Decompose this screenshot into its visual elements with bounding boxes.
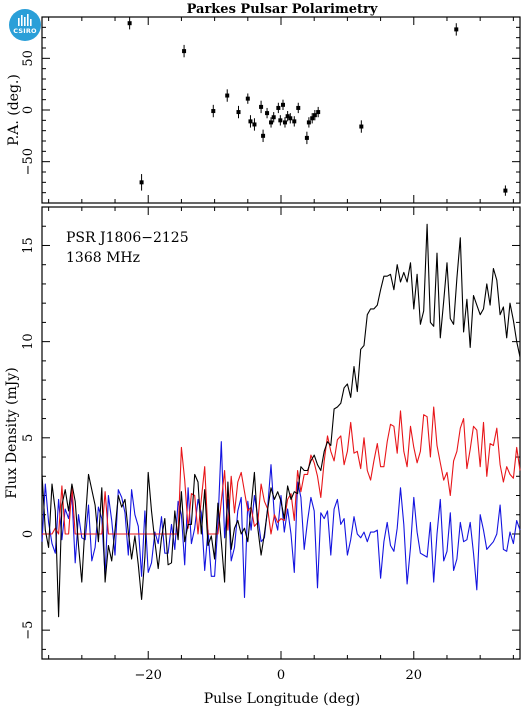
pa-point — [288, 113, 293, 124]
y-tick-label: 50 — [21, 50, 36, 67]
pa-marker — [259, 104, 264, 109]
flux-panel: −5 0 5 10 15 −20 0 20 PSR J1806−2125 1368 MHz F… — [4, 206, 521, 707]
pa-ylabel: P.A. (deg.) — [6, 74, 22, 146]
pa-marker — [269, 120, 274, 125]
pa-marker — [280, 102, 285, 107]
pa-point — [211, 104, 216, 118]
pa-marker — [278, 118, 283, 123]
chart-title: Parkes Pulsar Polarimetry — [187, 2, 378, 17]
flux-frame — [41, 206, 521, 660]
logo-text: CSIRO — [13, 27, 37, 35]
pa-point — [454, 23, 459, 36]
pa-point — [306, 117, 311, 128]
pa-marker — [285, 114, 290, 119]
pa-marker — [182, 49, 187, 54]
pa-point — [236, 105, 241, 119]
pa-marker — [304, 135, 309, 140]
y-tick-label: 15 — [21, 237, 36, 254]
y-tick-label: 0 — [21, 530, 36, 538]
circular-polarization-line — [41, 441, 521, 599]
frequency-annotation: 1368 MHz — [66, 250, 140, 266]
pa-point — [304, 131, 309, 145]
pa-point — [278, 115, 283, 126]
pa-marker — [310, 116, 315, 121]
pa-point — [503, 185, 508, 196]
total-intensity-line — [41, 223, 521, 618]
pa-marker — [127, 21, 132, 26]
pa-point — [316, 106, 321, 118]
pa-point — [245, 93, 250, 104]
pa-point — [252, 118, 257, 131]
pa-marker — [236, 110, 241, 115]
logo-bars-icon — [18, 14, 32, 26]
pa-point — [182, 44, 187, 58]
flux-xlabel: Pulse Longitude (deg) — [204, 691, 361, 707]
pa-point — [139, 174, 144, 191]
pa-point — [359, 120, 364, 133]
pa-marker — [316, 110, 321, 115]
pa-marker — [306, 120, 311, 125]
linear-polarization-line — [42, 406, 521, 535]
pa-marker — [454, 27, 459, 32]
x-tick-label: 20 — [406, 668, 423, 683]
pa-marker — [359, 124, 364, 129]
y-tick-label: 0 — [21, 106, 36, 114]
pa-marker — [271, 115, 276, 120]
pa-point — [276, 102, 281, 114]
pa-point — [312, 110, 317, 121]
pa-point — [127, 17, 132, 30]
pa-marker — [211, 109, 216, 114]
pa-ticks: −50 0 50 — [21, 16, 520, 204]
csiro-logo-icon: CSIRO — [9, 9, 41, 41]
y-tick-label: 10 — [21, 333, 36, 350]
flux-ylabel: Flux Density (mJy) — [4, 367, 20, 498]
pa-point — [282, 117, 287, 128]
pa-points — [127, 17, 508, 196]
pa-marker — [288, 116, 293, 121]
pa-marker — [292, 119, 297, 124]
pa-frame — [41, 16, 521, 204]
pa-point — [269, 117, 274, 128]
pa-point — [292, 116, 297, 127]
pa-point — [271, 112, 276, 123]
pa-point — [259, 100, 264, 114]
pa-marker — [248, 119, 253, 124]
y-tick-label: 5 — [21, 434, 36, 442]
pa-marker — [503, 188, 508, 193]
pa-marker — [296, 105, 301, 110]
pa-marker — [312, 113, 317, 118]
position-angle-panel: −50 0 50 P.A. (deg.) — [6, 16, 521, 204]
pa-marker — [225, 93, 230, 98]
pa-point — [261, 129, 266, 143]
pa-point — [225, 89, 230, 102]
pa-marker — [245, 96, 250, 101]
pa-point — [296, 102, 301, 114]
x-tick-label: −20 — [135, 668, 162, 683]
pa-marker — [261, 133, 266, 138]
pa-point — [248, 115, 253, 128]
pa-marker — [139, 180, 144, 185]
pa-marker — [265, 111, 270, 116]
pa-marker — [282, 120, 287, 125]
pa-point — [285, 111, 290, 122]
x-tick-label: 0 — [277, 668, 285, 683]
pa-point — [265, 107, 270, 119]
psr-name-annotation: PSR J1806−2125 — [66, 230, 189, 246]
y-tick-label: −50 — [21, 148, 36, 175]
flux-series — [41, 223, 521, 618]
y-tick-label: −5 — [21, 621, 36, 640]
pa-point — [280, 99, 285, 110]
pa-marker — [276, 105, 281, 110]
pa-point — [310, 113, 315, 124]
pa-marker — [252, 122, 257, 127]
